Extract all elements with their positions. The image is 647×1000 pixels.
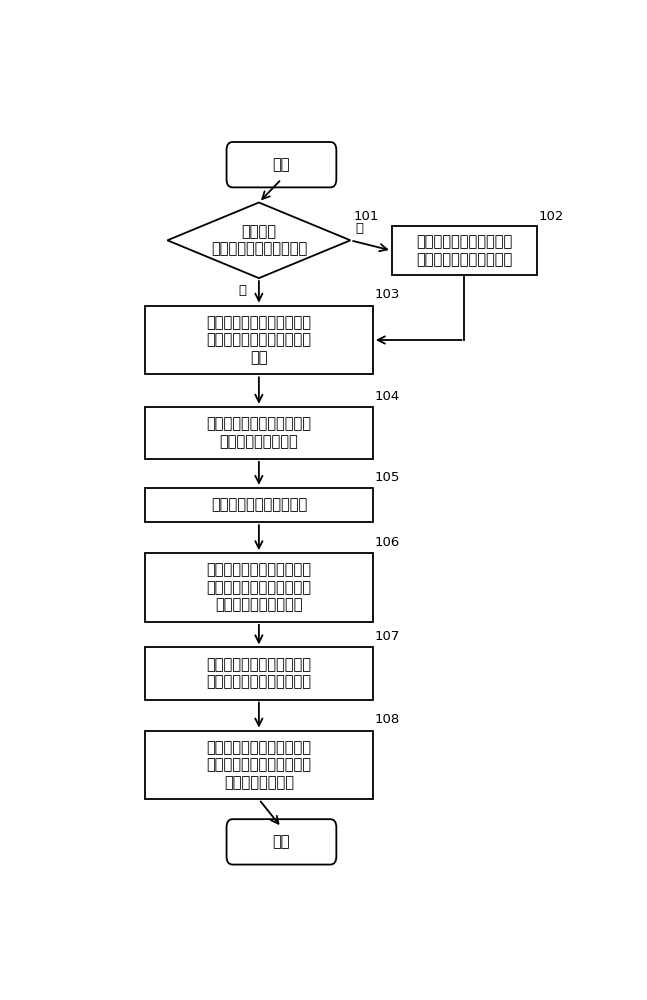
Text: 104: 104 — [374, 390, 399, 403]
Bar — [145, 306, 373, 374]
Text: 106: 106 — [374, 536, 399, 549]
Bar — [145, 407, 373, 459]
Text: 控制携带负载的六轴机器人
按照该激励轨迹运行: 控制携带负载的六轴机器人 按照该激励轨迹运行 — [206, 417, 311, 449]
Text: 103: 103 — [374, 288, 400, 302]
Text: 判断是否
预存有机器人动力学模型: 判断是否 预存有机器人动力学模型 — [211, 224, 307, 257]
Text: 102: 102 — [539, 210, 564, 223]
Text: 对六轴机器人进行全辨识
以建立机器人动力学模型: 对六轴机器人进行全辨识 以建立机器人动力学模型 — [416, 234, 512, 267]
Text: 根据预设的各关节的参数限
制值生成六轴机器人的激励
轨迹: 根据预设的各关节的参数限 制值生成六轴机器人的激励 轨迹 — [206, 315, 311, 365]
Bar — [145, 647, 373, 700]
Text: 107: 107 — [374, 630, 400, 643]
Bar — [145, 730, 373, 799]
Bar — [145, 553, 373, 622]
Text: 采集各关节的参数运行值: 采集各关节的参数运行值 — [211, 497, 307, 512]
FancyBboxPatch shape — [226, 819, 336, 865]
Text: 计算力矩运行值与力矩预测
值之差作为负载产生的力矩: 计算力矩运行值与力矩预测 值之差作为负载产生的力矩 — [206, 657, 311, 690]
Text: 是: 是 — [238, 284, 247, 297]
Text: 根据负载产生力矩与负载惯
性参数的预设关系，计算负
载的负载惯性参数: 根据负载产生力矩与负载惯 性参数的预设关系，计算负 载的负载惯性参数 — [206, 740, 311, 790]
Text: 108: 108 — [374, 713, 399, 726]
Text: 105: 105 — [374, 471, 400, 484]
Text: 根据各关节的参数运行值与
预设的机器人动力学模型计
算各关节的力矩预测值: 根据各关节的参数运行值与 预设的机器人动力学模型计 算各关节的力矩预测值 — [206, 563, 311, 612]
Bar — [392, 226, 537, 275]
Text: 否: 否 — [355, 222, 364, 235]
Bar — [145, 488, 373, 522]
Text: 结束: 结束 — [272, 834, 291, 849]
FancyBboxPatch shape — [226, 142, 336, 187]
Text: 开始: 开始 — [272, 157, 291, 172]
Text: 101: 101 — [353, 210, 378, 223]
Polygon shape — [168, 202, 351, 278]
